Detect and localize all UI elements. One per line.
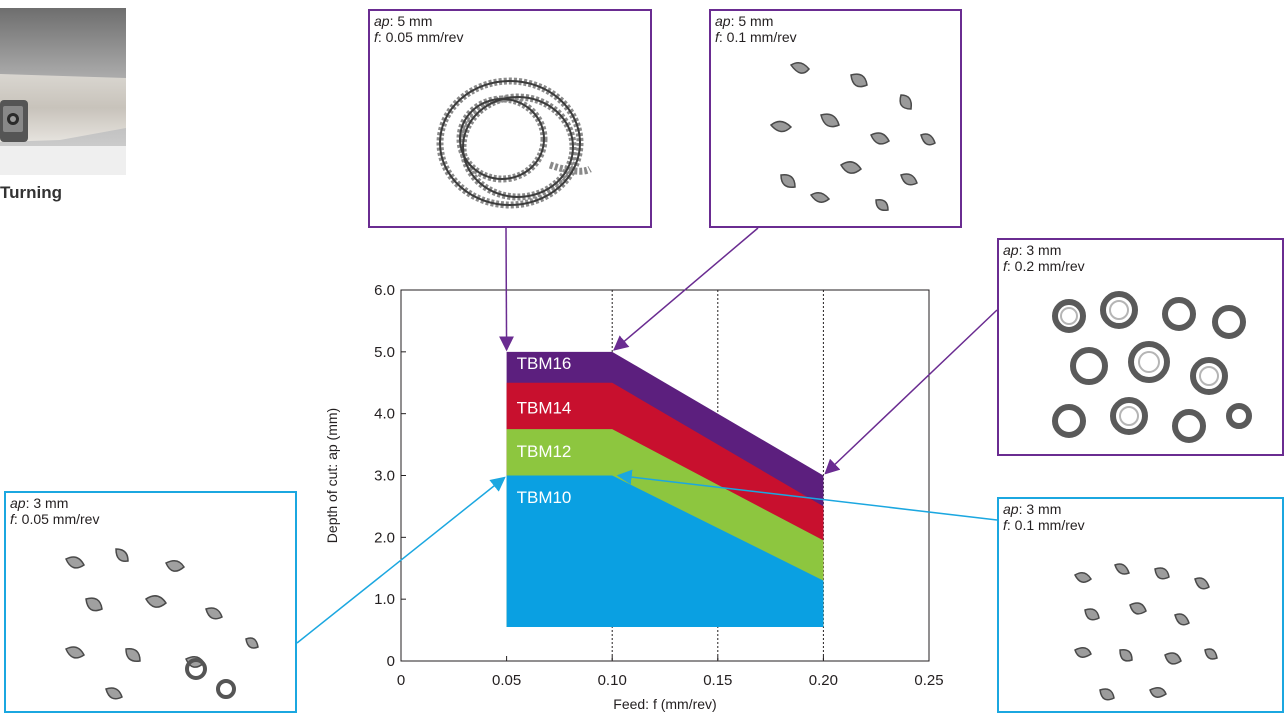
connector-ap5-f005 (499, 227, 515, 352)
y-tick-label-1: 1.0 (374, 591, 395, 608)
x-tick-label-5: 0.25 (914, 672, 943, 689)
x-tick-label-3: 0.15 (703, 672, 732, 689)
callout-f-line: f: 0.05 mm/rev (374, 29, 464, 45)
chip-photo-long-spiral (436, 77, 592, 209)
connector-ap5-f01 (613, 227, 759, 351)
series-label-tbm12: TBM12 (517, 442, 572, 461)
connector-ap3-f01 (616, 469, 998, 521)
callout-ap-line: ap: 3 mm (1003, 242, 1062, 258)
y-tick-label-6: 6.0 (374, 282, 395, 299)
x-tick-label-2: 0.10 (598, 672, 627, 689)
y-tick-label-2: 2.0 (374, 529, 395, 546)
callout-ap-line: ap: 5 mm (374, 13, 433, 29)
callout-ap-line: ap: 5 mm (715, 13, 774, 29)
callout-ap5-f005: ap: 5 mm f: 0.05 mm/rev (368, 9, 652, 228)
area-tbm10 (506, 475, 824, 627)
chip-photo-small-chips (1074, 563, 1218, 701)
chip-photo-mixed-chips (65, 548, 259, 700)
callout-ap3-f005: ap: 3 mm f: 0.05 mm/rev (4, 491, 297, 713)
chip-photo-short-curls (769, 62, 936, 212)
callout-ap3-f01: ap: 3 mm f: 0.1 mm/rev (997, 497, 1284, 713)
callout-ap-line: ap: 3 mm (10, 495, 69, 511)
turning-label: Turning (0, 183, 62, 202)
y-tick-label-3: 3.0 (374, 468, 395, 485)
y-tick-label-4: 4.0 (374, 406, 395, 423)
y-tick-label-0: 0 (387, 653, 395, 670)
connector-ap3-f005 (296, 476, 506, 644)
callout-f-line: f: 0.05 mm/rev (10, 511, 100, 527)
series-label-tbm10: TBM10 (517, 488, 572, 507)
series-label-tbm16: TBM16 (517, 354, 572, 373)
callout-f-line: f: 0.2 mm/rev (1003, 258, 1085, 274)
y-axis-label: Depth of cut: ap (mm) (324, 408, 340, 543)
series-label-tbm14: TBM14 (517, 398, 572, 417)
callout-ap-line: ap: 3 mm (1003, 501, 1062, 517)
x-tick-label-0: 0 (397, 672, 405, 689)
y-tick-label-5: 5.0 (374, 344, 395, 361)
x-axis-label: Feed: f (mm/rev) (613, 696, 716, 712)
callout-f-line: f: 0.1 mm/rev (715, 29, 797, 45)
callout-ap5-f01: ap: 5 mm f: 0.1 mm/rev (709, 9, 962, 228)
turning-tool-image (0, 8, 126, 175)
chip-photo-spiral-curls (1052, 291, 1252, 443)
callout-ap3-f02: ap: 3 mm f: 0.2 mm/rev (997, 238, 1284, 456)
connector-ap3-f02 (824, 309, 998, 475)
callout-f-line: f: 0.1 mm/rev (1003, 517, 1085, 533)
x-tick-label-1: 0.05 (492, 672, 521, 689)
x-tick-label-4: 0.20 (809, 672, 838, 689)
